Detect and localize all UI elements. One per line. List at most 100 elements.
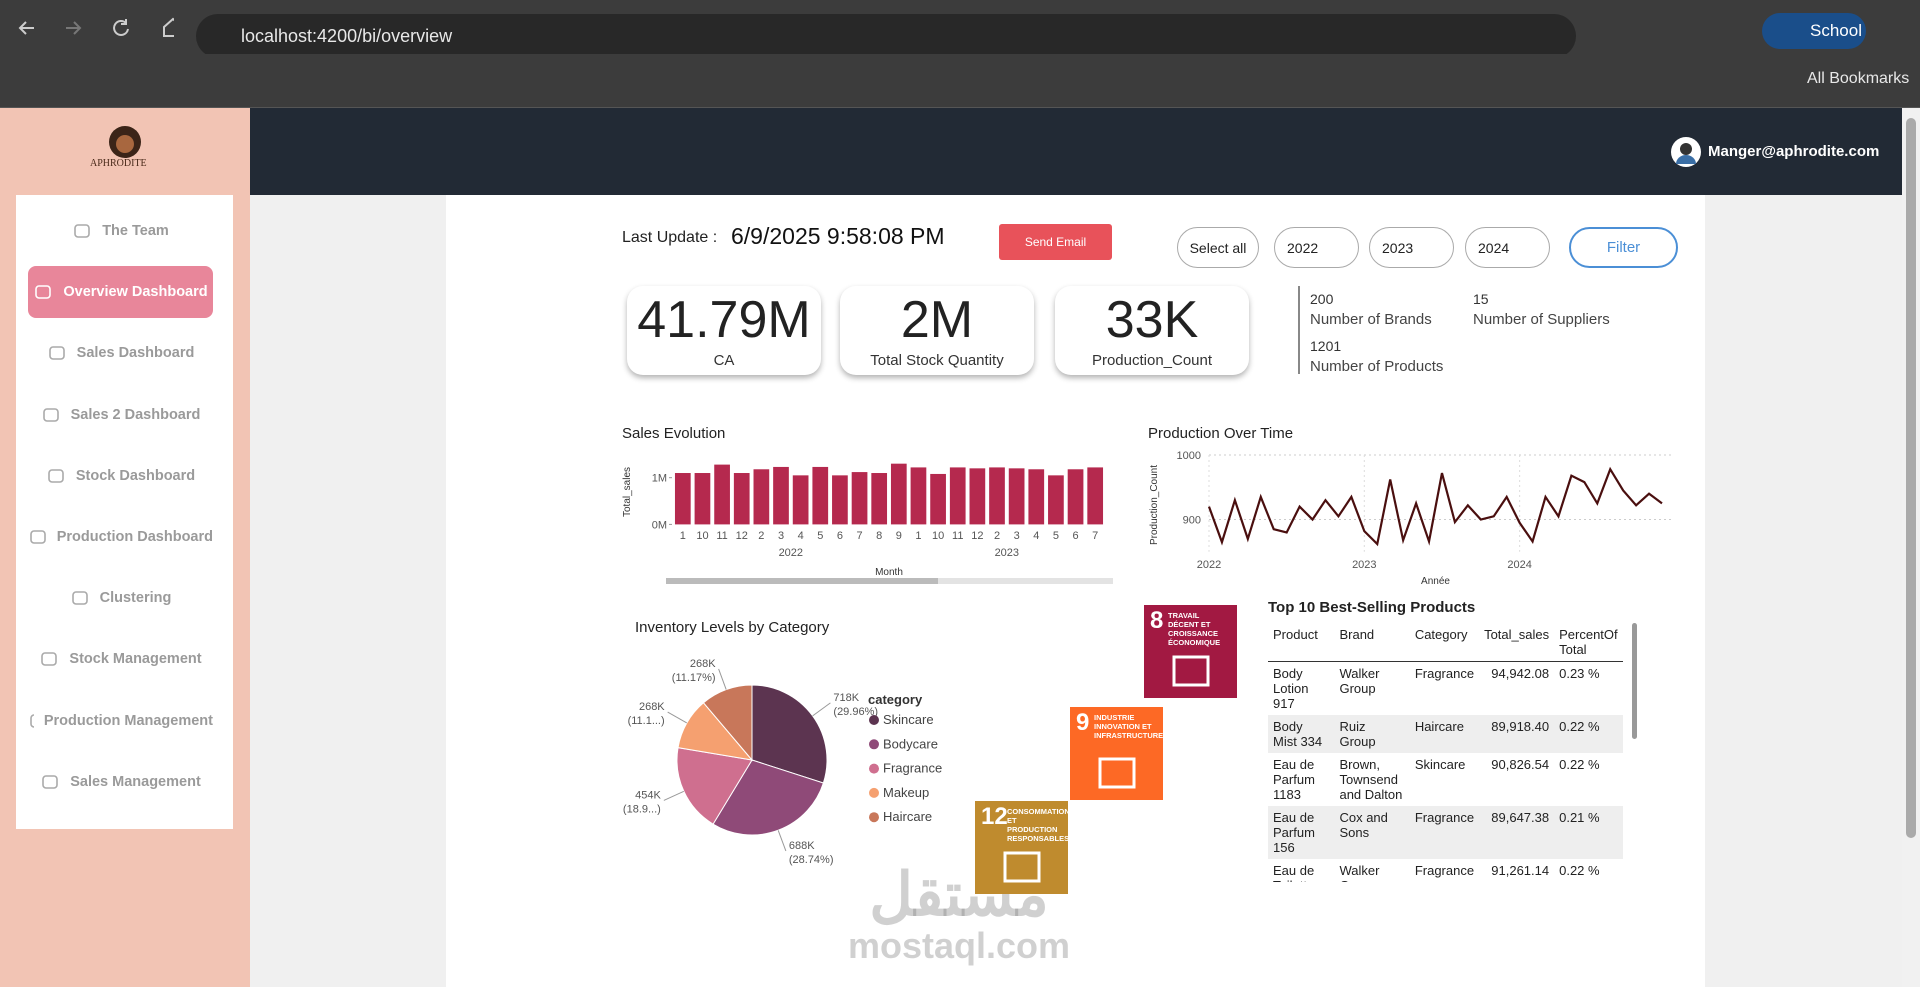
- nav-item[interactable]: Sales Dashboard: [28, 327, 213, 379]
- legend-swatch: [869, 715, 879, 725]
- x-tick-label: 2024: [1507, 559, 1531, 571]
- divider: [1298, 286, 1300, 374]
- sdg-number: 9: [1076, 709, 1090, 736]
- table-cell: 0.21 %: [1559, 810, 1600, 825]
- scrollbar: [1902, 108, 1920, 987]
- table-row: Eau de Parfum 1183 Brown, Townsend and Da…: [1268, 753, 1623, 806]
- table-cell: Brown, Townsend and Dalton: [1339, 757, 1403, 802]
- value-label: 268K: [639, 701, 665, 713]
- nav-item[interactable]: Stock Management: [28, 633, 213, 685]
- nav-icon: [48, 468, 64, 483]
- value-label: 718K: [833, 692, 859, 704]
- leader-line: [663, 790, 685, 801]
- nav-item[interactable]: Overview Dashboard: [28, 266, 213, 319]
- line: [1207, 466, 1663, 547]
- table-cell: Body Mist 334: [1273, 719, 1323, 749]
- charts: Sales Evolution 0M 1M 1 10 11 12 2 3 4 5 6 7 8 9 1 10 11 1…: [622, 425, 1672, 866]
- nav-item[interactable]: Production Dashboard: [28, 511, 213, 563]
- x-group-label: 2023: [995, 547, 1019, 559]
- table-cell: Fragrance: [1414, 810, 1475, 825]
- x-tick-label: 4: [798, 530, 804, 542]
- sdg-label: TRAVAIL DÉCENT ET CROISSANCE ÉCONOMIQUE: [1168, 611, 1221, 647]
- nav-icon: [42, 774, 59, 789]
- address-bar[interactable]: localhost:4200/bi/overview: [196, 14, 1576, 58]
- table-cell: Eau de Toilette 847: [1273, 863, 1315, 882]
- year-filter[interactable]: 2023: [1369, 227, 1454, 268]
- table-cell: Body Lotion 917: [1273, 666, 1309, 711]
- x-tick-label: 3: [778, 530, 784, 542]
- kpi-label: Production_Count: [1091, 352, 1213, 369]
- nav-item[interactable]: Sales Management: [28, 756, 213, 808]
- x-tick-label: 5: [1053, 530, 1059, 542]
- x-tick-label: 9: [896, 530, 902, 542]
- legend-swatch: [869, 787, 879, 798]
- profile-button[interactable]: School: [1762, 13, 1866, 49]
- logo: APHRODITE: [90, 158, 147, 169]
- user-menu[interactable]: Manger@aphrodite.com: [1708, 143, 1880, 160]
- table-cell: 94,942.08: [1491, 666, 1550, 681]
- column-header[interactable]: Product: [1273, 627, 1318, 642]
- x-tick-label: 12: [736, 530, 748, 542]
- table-cell: 89,647.38: [1491, 810, 1550, 825]
- table-row: Eau de Toilette 847 Walker Group Fragrance…: [1268, 859, 1623, 882]
- nav-item[interactable]: Clustering: [28, 572, 213, 624]
- bar: [969, 468, 986, 525]
- kpi-value: 41.79M: [637, 291, 811, 349]
- column-header[interactable]: PercentOf Total: [1559, 627, 1618, 657]
- column-header[interactable]: Category: [1414, 627, 1468, 642]
- nav-buttons[interactable]: [14, 14, 174, 42]
- percent-label: (11.1...): [628, 715, 665, 727]
- bar: [792, 475, 809, 525]
- x-axis-label: Month: [875, 567, 903, 578]
- table-cell: 91,261.14: [1491, 863, 1550, 878]
- x-tick-label: 2: [994, 530, 1000, 542]
- year-filter[interactable]: 2024: [1465, 227, 1550, 268]
- bar: [910, 467, 927, 525]
- sdg-tile: 12 CONSOMMATION ET PRODUCTION RESPONSABLE…: [975, 801, 1070, 894]
- nav-label: Stock Management: [69, 651, 202, 668]
- nav-label: Overview Dashboard: [63, 284, 208, 301]
- nav-label: Production Management: [43, 712, 213, 729]
- nav-item[interactable]: Sales 2 Dashboard: [28, 389, 213, 441]
- nav-label: Production Dashboard: [56, 529, 213, 545]
- value-label: 688K: [789, 840, 815, 852]
- select-all-button[interactable]: Select all: [1177, 227, 1259, 268]
- column-header[interactable]: Brand: [1339, 627, 1375, 642]
- table-cell: 0.22 %: [1559, 757, 1600, 772]
- kpi-label: Total Stock Quantity: [870, 352, 1004, 369]
- legend-swatch: [869, 812, 879, 823]
- nav-item[interactable]: Stock Dashboard: [28, 450, 213, 502]
- nav-icon: [74, 224, 90, 238]
- bar: [1008, 468, 1025, 525]
- filter-button[interactable]: Filter: [1569, 227, 1678, 268]
- sdg-label: CONSOMMATION ET PRODUCTION RESPONSABLES: [1007, 807, 1070, 843]
- table-cell: 0.23 %: [1559, 666, 1600, 681]
- table-scrollbar: [1632, 623, 1637, 739]
- year-filter[interactable]: 2022: [1274, 227, 1359, 268]
- bar: [890, 463, 907, 525]
- nav-label: Stock Dashboard: [75, 467, 196, 484]
- column-header[interactable]: Total_sales: [1484, 627, 1550, 642]
- nav-item[interactable]: Production Management: [28, 695, 213, 747]
- stat-value: 200: [1310, 291, 1334, 307]
- table-viewport: Product Brand Category Total_sales PercentOf…: [1268, 623, 1626, 882]
- chart-title: Inventory Levels by Category: [635, 619, 830, 636]
- x-tick-label: 11: [952, 530, 963, 542]
- value-label: 268K: [690, 658, 716, 670]
- percent-label: (11.17%): [672, 672, 716, 684]
- kpi-card: 2M Total Stock Quantity: [840, 286, 1034, 375]
- leader-line: [667, 711, 688, 724]
- all-bookmarks[interactable]: All Bookmarks: [1807, 70, 1910, 87]
- table-cell: 0.22 %: [1559, 863, 1600, 878]
- y-tick-label: 900: [1183, 515, 1201, 527]
- legend-title: category: [868, 692, 923, 707]
- nav-item[interactable]: The Team: [28, 205, 213, 257]
- nav-label: Clustering: [99, 590, 172, 607]
- avatar: [1671, 137, 1701, 167]
- table-cell: Walker Group: [1339, 863, 1380, 882]
- y-tick-label: 0M: [652, 519, 667, 531]
- send-email-button[interactable]: Send Email: [999, 224, 1112, 260]
- bar: [1048, 475, 1064, 525]
- stat-value: 1201: [1310, 338, 1342, 354]
